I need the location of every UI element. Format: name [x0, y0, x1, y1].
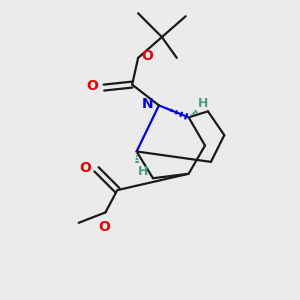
Text: H: H [138, 165, 148, 178]
Text: N: N [142, 97, 154, 111]
Text: O: O [79, 161, 91, 175]
Text: H: H [198, 97, 208, 110]
Text: O: O [142, 50, 154, 63]
Text: O: O [98, 220, 110, 234]
Text: O: O [87, 79, 99, 93]
